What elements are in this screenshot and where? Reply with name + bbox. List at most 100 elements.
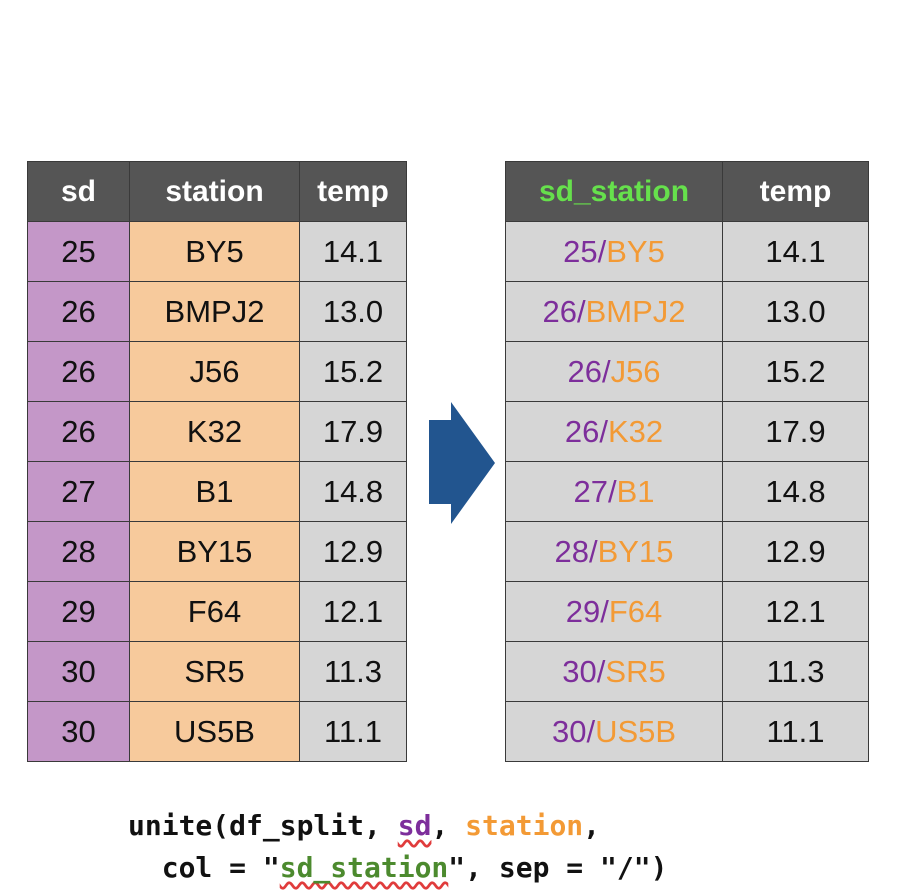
cell-temp-output: 14.1 — [722, 221, 869, 282]
input-row: 30 SR5 11.3 — [27, 641, 407, 702]
output-row: 29/F64 12.1 — [505, 581, 869, 642]
right-arrow-icon — [429, 402, 495, 524]
combined-separator: / — [600, 593, 609, 629]
cell-station: K32 — [129, 401, 300, 462]
cell-sd: 26 — [27, 281, 130, 342]
cell-temp: 15.2 — [299, 341, 407, 402]
cell-temp: 12.1 — [299, 581, 407, 642]
cell-temp: 11.1 — [299, 701, 407, 762]
header-temp-output: temp — [722, 161, 869, 222]
cell-temp-output: 17.9 — [722, 401, 869, 462]
combined-separator: / — [601, 353, 611, 389]
cell-temp: 17.9 — [299, 401, 407, 462]
combined-separator: / — [596, 653, 606, 689]
cell-temp-output: 12.1 — [722, 581, 869, 642]
combined-separator: / — [607, 473, 617, 509]
code-snippet: unite(df_split, sd, station, col = "sd_s… — [128, 805, 667, 889]
combined-sd-part: 27 — [573, 473, 608, 509]
header-temp: temp — [299, 161, 407, 222]
cell-temp-output: 11.3 — [722, 641, 869, 702]
output-row: 26/BMPJ2 13.0 — [505, 281, 869, 342]
output-row: 27/B1 14.8 — [505, 461, 869, 522]
cell-sd-station: 29/F64 — [505, 581, 723, 642]
code-line2-prefix: col = " — [128, 851, 280, 884]
input-row: 26 K32 17.9 — [27, 401, 407, 462]
combined-separator: / — [586, 713, 596, 749]
output-row: 25/BY5 14.1 — [505, 221, 869, 282]
cell-sd-station: 30/US5B — [505, 701, 723, 762]
cell-temp-output: 12.9 — [722, 521, 869, 582]
header-sd-station: sd_station — [505, 161, 723, 222]
input-row: 26 J56 15.2 — [27, 341, 407, 402]
input-row: 27 B1 14.8 — [27, 461, 407, 522]
cell-sd: 28 — [27, 521, 130, 582]
cell-sd: 26 — [27, 401, 130, 462]
cell-sd: 30 — [27, 641, 130, 702]
input-header-row: sd station temp — [27, 161, 407, 222]
header-station: station — [129, 161, 300, 222]
cell-sd: 27 — [27, 461, 130, 522]
combined-sd-part: 26 — [564, 413, 600, 449]
cell-sd: 29 — [27, 581, 130, 642]
combined-station-part: US5B — [595, 713, 677, 749]
cell-station: BY15 — [129, 521, 300, 582]
combined-station-part: B1 — [616, 473, 655, 509]
cell-temp-output: 13.0 — [722, 281, 869, 342]
combined-station-part: BY5 — [606, 233, 665, 269]
output-row: 26/K32 17.9 — [505, 401, 869, 462]
code-line1-suffix: , — [583, 809, 601, 842]
cell-sd: 26 — [27, 341, 130, 402]
combined-separator: / — [589, 533, 598, 569]
output-row: 26/J56 15.2 — [505, 341, 869, 402]
input-row: 25 BY5 14.1 — [27, 221, 407, 282]
code-line1-prefix: unite(df_split, — [128, 809, 398, 842]
combined-sd-part: 25 — [563, 233, 598, 269]
input-row: 26 BMPJ2 13.0 — [27, 281, 407, 342]
combined-station-part: K32 — [607, 413, 664, 449]
cell-sd: 30 — [27, 701, 130, 762]
cell-station: B1 — [129, 461, 300, 522]
code-arg-col: sd_station — [279, 851, 449, 884]
code-line2-suffix: ", sep = "/") — [448, 851, 668, 884]
combined-separator: / — [599, 413, 608, 449]
combined-station-part: J56 — [610, 353, 661, 389]
input-row: 30 US5B 11.1 — [27, 701, 407, 762]
combined-station-part: BY15 — [597, 533, 674, 569]
cell-temp: 12.9 — [299, 521, 407, 582]
input-row: 29 F64 12.1 — [27, 581, 407, 642]
output-row: 30/US5B 11.1 — [505, 701, 869, 762]
cell-sd-station: 26/K32 — [505, 401, 723, 462]
cell-station: BY5 — [129, 221, 300, 282]
combined-sd-part: 26 — [567, 353, 602, 389]
combined-sd-part: 29 — [565, 593, 601, 629]
cell-station: SR5 — [129, 641, 300, 702]
cell-sd-station: 28/BY15 — [505, 521, 723, 582]
combined-sd-part: 30 — [551, 713, 587, 749]
output-table: sd_station temp 25/BY5 14.1 26/BMPJ2 13.0 26… — [505, 161, 869, 762]
code-arg-sd: sd — [397, 809, 432, 842]
cell-sd-station: 26/BMPJ2 — [505, 281, 723, 342]
combined-sd-part: 26 — [542, 293, 577, 329]
code-comma: , — [431, 809, 466, 842]
output-header-row: sd_station temp — [505, 161, 869, 222]
cell-temp: 14.1 — [299, 221, 407, 282]
combined-station-part: F64 — [608, 593, 663, 629]
cell-temp: 14.8 — [299, 461, 407, 522]
combined-separator: / — [597, 233, 607, 269]
combined-separator: / — [576, 293, 586, 329]
cell-temp-output: 14.8 — [722, 461, 869, 522]
input-row: 28 BY15 12.9 — [27, 521, 407, 582]
cell-sd-station: 27/B1 — [505, 461, 723, 522]
combined-sd-part: 28 — [554, 533, 589, 569]
header-sd: sd — [27, 161, 130, 222]
cell-sd-station: 26/J56 — [505, 341, 723, 402]
cell-station: US5B — [129, 701, 300, 762]
cell-station: F64 — [129, 581, 300, 642]
output-row: 28/BY15 12.9 — [505, 521, 869, 582]
cell-temp-output: 11.1 — [722, 701, 869, 762]
cell-station: J56 — [129, 341, 300, 402]
cell-temp: 13.0 — [299, 281, 407, 342]
output-row: 30/SR5 11.3 — [505, 641, 869, 702]
cell-temp-output: 15.2 — [722, 341, 869, 402]
combined-station-part: SR5 — [605, 653, 666, 689]
